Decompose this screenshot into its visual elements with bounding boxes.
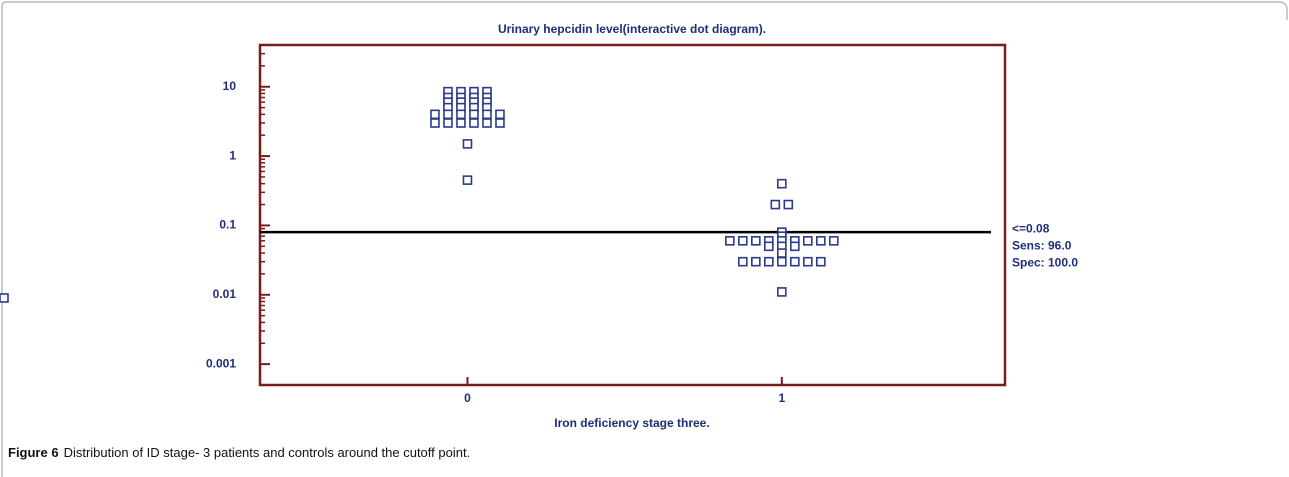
y-tick-label: 10 — [223, 79, 237, 93]
cutoff-label: Sens: 96.0 — [1012, 238, 1072, 252]
dot — [482, 118, 492, 128]
y-tick-label: 0.01 — [213, 287, 237, 301]
dot — [777, 256, 787, 267]
dot — [482, 109, 492, 120]
x-axis-label: Iron deficiency stage three. — [554, 416, 709, 430]
dot — [456, 118, 466, 128]
dot — [495, 118, 505, 128]
dot — [816, 236, 826, 246]
dot — [816, 256, 826, 267]
dot — [770, 199, 781, 210]
dot — [469, 109, 479, 120]
dot — [751, 236, 761, 246]
dot — [462, 139, 473, 149]
x-tick-label: 0 — [464, 391, 471, 405]
dot — [777, 248, 787, 258]
dot — [738, 256, 748, 267]
dot — [469, 118, 479, 128]
dot — [443, 109, 453, 120]
dot — [430, 118, 440, 128]
dot — [725, 236, 735, 246]
dot — [443, 118, 453, 128]
cutoff-label: <=0.08 — [1012, 221, 1050, 235]
chart-title: Urinary hepcidin level(interactive dot d… — [498, 22, 766, 36]
dot — [803, 236, 813, 246]
y-tick-label: 1 — [229, 148, 236, 162]
dot — [777, 287, 787, 297]
dot — [790, 241, 800, 252]
dot — [0, 293, 9, 303]
cutoff-label: Spec: 100.0 — [1012, 255, 1078, 269]
caption-label: Figure 6 — [8, 445, 59, 460]
y-tick-label: 0.001 — [206, 356, 236, 370]
caption-text: Distribution of ID stage- 3 patients and… — [64, 445, 471, 460]
dot — [829, 236, 839, 246]
dot — [738, 236, 748, 246]
x-tick-label: 1 — [778, 391, 785, 405]
dot — [456, 109, 466, 120]
dot — [430, 109, 440, 120]
dot — [751, 256, 761, 267]
dot — [764, 256, 774, 267]
y-tick-label: 0.1 — [219, 218, 236, 232]
dot — [495, 109, 505, 120]
dot — [783, 199, 794, 210]
dot — [803, 256, 813, 267]
dot — [462, 175, 473, 185]
dot — [777, 178, 787, 189]
plot-frame — [258, 43, 1007, 387]
dot — [764, 241, 774, 252]
caption: Figure 6 Distribution of ID stage- 3 pati… — [8, 445, 470, 460]
dot — [790, 256, 800, 267]
